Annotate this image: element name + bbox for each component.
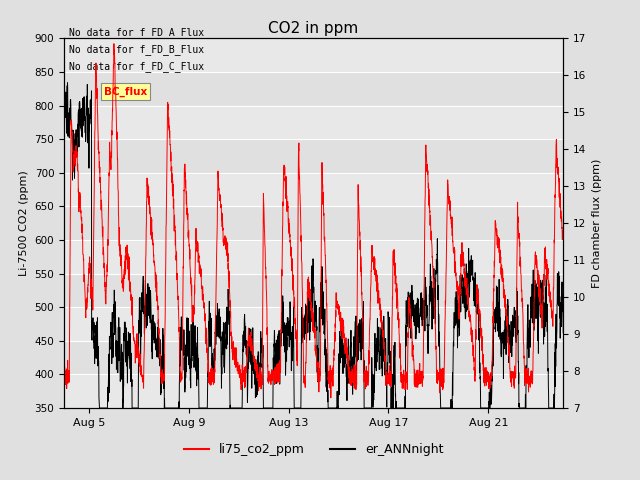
Title: CO2 in ppm: CO2 in ppm bbox=[268, 21, 359, 36]
Bar bbox=[64, 240, 563, 274]
Bar bbox=[64, 139, 563, 173]
Legend: li75_co2_ppm, er_ANNnight: li75_co2_ppm, er_ANNnight bbox=[179, 438, 448, 461]
Text: No data for f_FD_B_Flux: No data for f_FD_B_Flux bbox=[69, 44, 204, 55]
Text: BC_flux: BC_flux bbox=[104, 86, 147, 96]
Y-axis label: Li-7500 CO2 (ppm): Li-7500 CO2 (ppm) bbox=[19, 170, 29, 276]
Text: No data for f_FD_C_Flux: No data for f_FD_C_Flux bbox=[69, 61, 204, 72]
Bar bbox=[64, 72, 563, 106]
Y-axis label: FD chamber flux (ppm): FD chamber flux (ppm) bbox=[592, 158, 602, 288]
Bar bbox=[64, 106, 563, 139]
Bar bbox=[64, 38, 563, 72]
Bar bbox=[64, 206, 563, 240]
Bar bbox=[64, 274, 563, 307]
Bar bbox=[64, 307, 563, 341]
Bar bbox=[64, 374, 563, 408]
Text: No data for f_FD_A_Flux: No data for f_FD_A_Flux bbox=[69, 27, 204, 38]
Bar bbox=[64, 341, 563, 374]
Bar bbox=[64, 173, 563, 206]
